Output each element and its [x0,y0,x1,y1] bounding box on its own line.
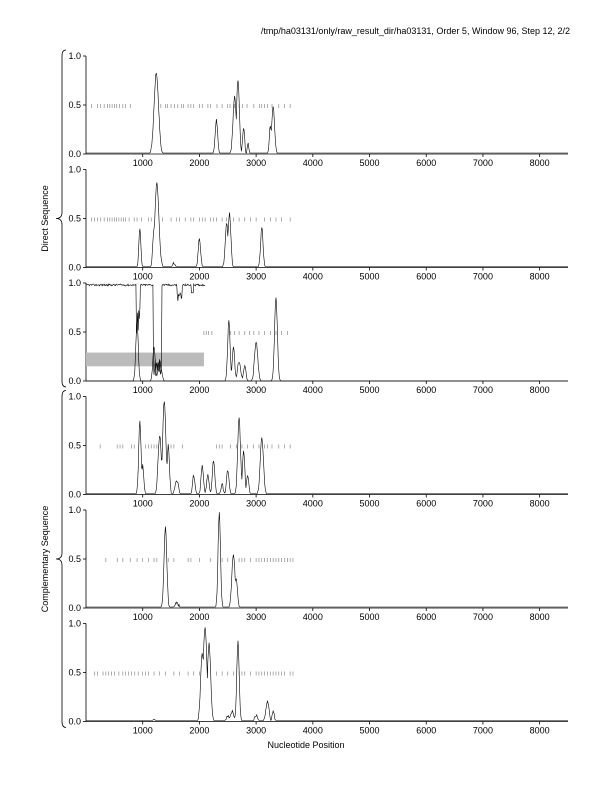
x-tick-label: 8000 [530,612,550,622]
x-tick-label: 3000 [246,158,266,168]
group-label: Direct Sequence [40,185,50,252]
y-tick-label: 0.0 [68,263,81,273]
x-tick-label: 1000 [133,272,153,282]
group-label: Complementary Sequence [40,506,50,613]
x-tick-label: 6000 [416,726,436,736]
y-tick-label: 0.0 [68,717,81,727]
x-tick-label: 5000 [360,158,380,168]
signal-trace [86,72,568,154]
signal-trace [86,401,568,494]
x-tick-label: 8000 [530,385,550,395]
x-tick-label: 7000 [473,158,493,168]
y-tick-label: 1.0 [68,165,81,175]
chart-header: /tmp/ha03131/only/raw_result_dir/ha03131… [260,26,570,36]
x-tick-label: 8000 [530,499,550,509]
y-tick-label: 0.0 [68,490,81,500]
y-tick-label: 1.0 [68,619,81,629]
x-tick-label: 7000 [473,272,493,282]
x-tick-label: 2000 [189,385,209,395]
x-tick-label: 6000 [416,499,436,509]
y-tick-label: 1.0 [68,278,81,288]
x-tick-label: 6000 [416,158,436,168]
x-tick-label: 4000 [303,726,323,736]
x-tick-label: 5000 [360,726,380,736]
upper-trace [85,282,206,376]
x-tick-label: 7000 [473,726,493,736]
x-tick-label: 4000 [303,612,323,622]
x-tick-label: 8000 [530,726,550,736]
x-tick-label: 3000 [246,612,266,622]
y-tick-label: 1.0 [68,51,81,61]
x-tick-label: 6000 [416,612,436,622]
x-tick-label: 6000 [416,272,436,282]
x-tick-label: 3000 [246,499,266,509]
x-tick-label: 3000 [246,385,266,395]
y-tick-label: 0.0 [68,149,81,159]
y-tick-label: 0.0 [68,376,81,386]
x-tick-label: 5000 [360,499,380,509]
group-brace [55,49,67,388]
x-axis-label: Nucleotide Position [267,740,345,750]
x-tick-label: 2000 [189,726,209,736]
x-tick-label: 8000 [530,272,550,282]
x-tick-label: 4000 [303,499,323,509]
signal-trace [86,512,568,608]
x-tick-label: 1000 [133,726,153,736]
x-tick-label: 4000 [303,158,323,168]
y-tick-label: 0.5 [68,554,81,564]
x-tick-label: 5000 [360,385,380,395]
y-tick-label: 0.5 [68,441,81,451]
x-tick-label: 7000 [473,385,493,395]
signal-trace [86,182,568,267]
shaded-band [86,352,204,367]
x-tick-label: 2000 [189,272,209,282]
x-tick-label: 2000 [189,499,209,509]
x-tick-label: 1000 [133,499,153,509]
x-tick-label: 5000 [360,272,380,282]
x-tick-label: 6000 [416,385,436,395]
signal-trace [86,297,568,382]
x-tick-label: 3000 [246,726,266,736]
x-tick-label: 4000 [303,385,323,395]
x-tick-label: 8000 [530,158,550,168]
x-tick-label: 7000 [473,499,493,509]
y-tick-label: 1.0 [68,505,81,515]
x-tick-label: 4000 [303,272,323,282]
x-tick-label: 1000 [133,158,153,168]
y-tick-label: 0.5 [68,327,81,337]
group-brace [55,390,67,728]
y-tick-label: 0.0 [68,603,81,613]
y-tick-label: 0.5 [68,214,81,224]
x-tick-label: 7000 [473,612,493,622]
x-tick-label: 1000 [133,385,153,395]
x-tick-label: 3000 [246,272,266,282]
x-tick-label: 5000 [360,612,380,622]
x-tick-label: 2000 [189,158,209,168]
signal-trace [86,627,568,722]
x-tick-label: 1000 [133,612,153,622]
y-tick-label: 0.5 [68,100,81,110]
y-tick-label: 1.0 [68,392,81,402]
x-tick-label: 2000 [189,612,209,622]
y-tick-label: 0.5 [68,668,81,678]
